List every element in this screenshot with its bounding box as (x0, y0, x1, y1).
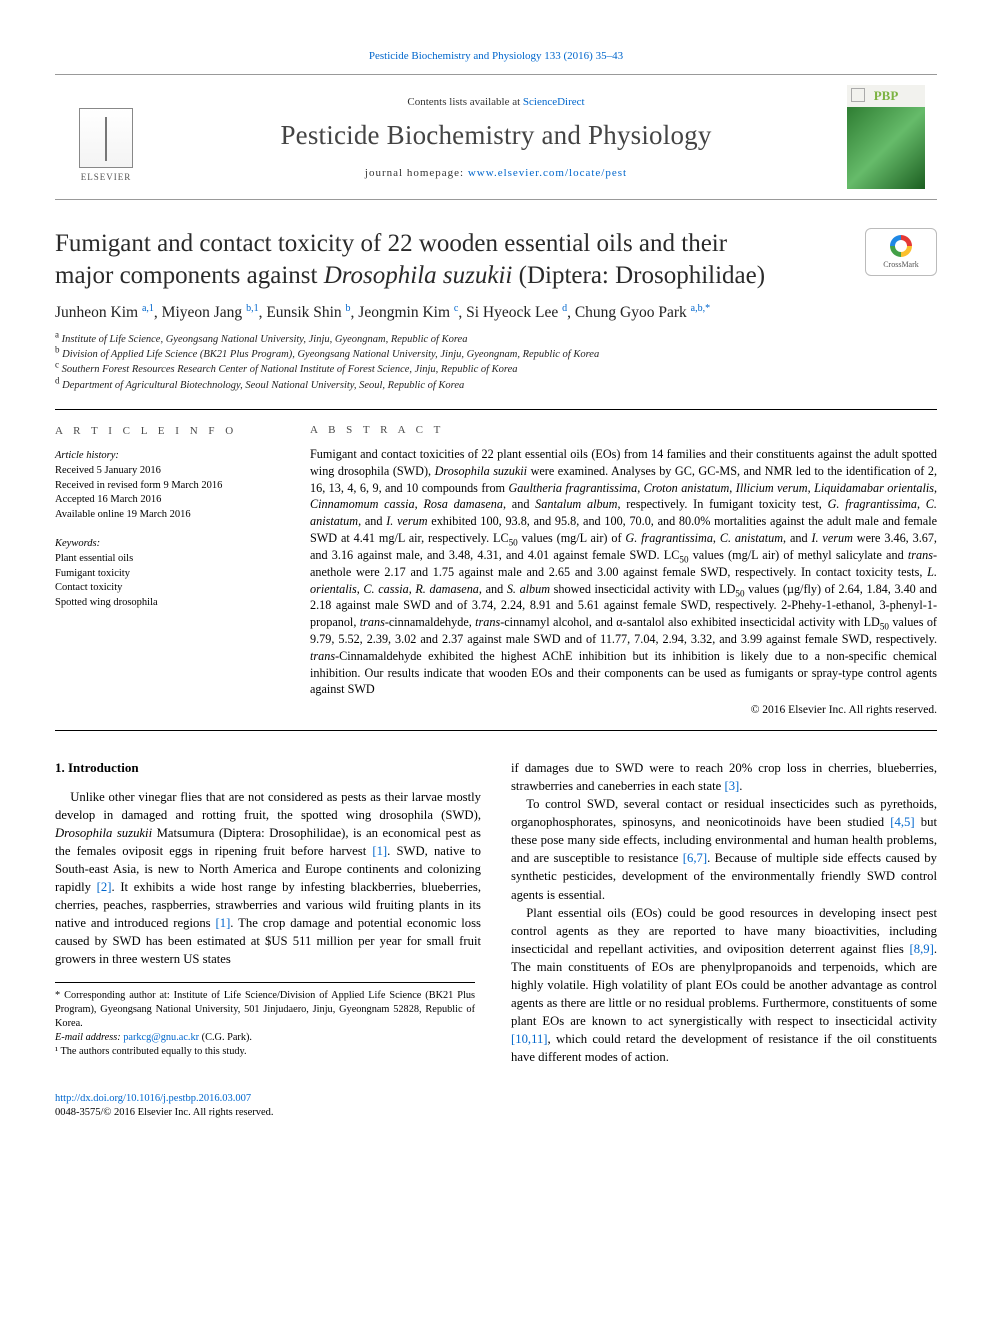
authors-line: Junheon Kim a,1, Miyeon Jang b,1, Eunsik… (55, 304, 937, 322)
doi-link[interactable]: http://dx.doi.org/10.1016/j.pestbp.2016.… (55, 1093, 251, 1104)
cover-mini-icon (851, 88, 865, 102)
title-line1: Fumigant and contact toxicity of 22 wood… (55, 230, 727, 257)
abstract-body: Fumigant and contact toxicities of 22 pl… (310, 446, 937, 698)
journal-acronym: PBP (874, 88, 899, 104)
contents-line: Contents lists available at ScienceDirec… (155, 96, 837, 108)
crossmark-badge[interactable]: CrossMark (865, 228, 937, 276)
history-online: Available online 19 March 2016 (55, 508, 280, 523)
journal-home-pre: journal homepage: (365, 167, 468, 179)
journal-homepage-link[interactable]: www.elsevier.com/locate/pest (468, 167, 627, 179)
article-info: A R T I C L E I N F O Article history: R… (55, 424, 280, 716)
journal-cover-image (847, 107, 925, 189)
affiliations: a Institute of Life Science, Gyeongsang … (55, 332, 937, 393)
article-title: Fumigant and contact toxicity of 22 wood… (55, 228, 765, 292)
intro-p2: if damages due to SWD were to reach 20% … (511, 759, 937, 795)
intro-p4: Plant essential oils (EOs) could be good… (511, 904, 937, 1066)
issn-line: 0048-3575/© 2016 Elsevier Inc. All right… (55, 1107, 274, 1118)
history-label: Article history: (55, 449, 280, 464)
abstract-label: A B S T R A C T (310, 424, 937, 436)
email-label: E-mail address: (55, 1032, 123, 1043)
email-post: (C.G. Park). (199, 1032, 252, 1043)
email-link[interactable]: parkcg@gnu.ac.kr (123, 1032, 199, 1043)
abstract: A B S T R A C T Fumigant and contact tox… (310, 424, 937, 716)
affiliation-item: a Institute of Life Science, Gyeongsang … (55, 332, 937, 347)
affiliation-item: d Department of Agricultural Biotechnolo… (55, 378, 937, 393)
elsevier-tree-icon (79, 108, 133, 168)
crossmark-icon (890, 235, 912, 257)
sciencedirect-link[interactable]: ScienceDirect (523, 96, 585, 108)
elsevier-label: ELSEVIER (81, 172, 132, 182)
top-citation: Pesticide Biochemistry and Physiology 13… (55, 50, 937, 62)
top-citation-link[interactable]: Pesticide Biochemistry and Physiology 13… (369, 50, 623, 62)
history-received: Received 5 January 2016 (55, 464, 280, 479)
corresponding-author: * Corresponding author at: Institute of … (55, 989, 475, 1031)
intro-p3: To control SWD, several contact or resid… (511, 795, 937, 903)
keyword-item: Fumigant toxicity (55, 567, 280, 582)
rule-bottom (55, 730, 937, 731)
journal-cover: PBP (847, 85, 925, 189)
title-line2-post: (Diptera: Drosophilidae) (512, 262, 765, 289)
title-line2-pre: major components against (55, 262, 324, 289)
footnotes: * Corresponding author at: Institute of … (55, 982, 475, 1058)
contents-pre: Contents lists available at (407, 96, 522, 108)
footer: http://dx.doi.org/10.1016/j.pestbp.2016.… (55, 1092, 937, 1120)
journal-homepage: journal homepage: www.elsevier.com/locat… (155, 167, 837, 179)
title-species: Drosophila suzukii (324, 262, 513, 289)
keyword-item: Plant essential oils (55, 552, 280, 567)
keywords-label: Keywords: (55, 537, 280, 552)
affiliation-item: c Southern Forest Resources Research Cen… (55, 362, 937, 377)
article-info-label: A R T I C L E I N F O (55, 424, 280, 439)
intro-p1: Unlike other vinegar flies that are not … (55, 788, 481, 968)
journal-header: ELSEVIER Contents lists available at Sci… (55, 74, 937, 200)
abstract-copyright: © 2016 Elsevier Inc. All rights reserved… (310, 704, 937, 716)
intro-heading: 1. Introduction (55, 759, 481, 777)
history-revised: Received in revised form 9 March 2016 (55, 479, 280, 494)
corresponding-email: E-mail address: parkcg@gnu.ac.kr (C.G. P… (55, 1031, 475, 1045)
keyword-item: Contact toxicity (55, 581, 280, 596)
history-accepted: Accepted 16 March 2016 (55, 493, 280, 508)
body-text: 1. Introduction Unlike other vinegar fli… (55, 759, 937, 1066)
affiliation-item: b Division of Applied Life Science (BK21… (55, 347, 937, 362)
equal-contrib: ¹ The authors contributed equally to thi… (55, 1045, 475, 1059)
crossmark-label: CrossMark (883, 260, 919, 269)
keyword-item: Spotted wing drosophila (55, 596, 280, 611)
journal-name: Pesticide Biochemistry and Physiology (155, 120, 837, 151)
elsevier-logo: ELSEVIER (67, 92, 145, 182)
header-center: Contents lists available at ScienceDirec… (145, 96, 847, 179)
journal-cover-top: PBP (847, 85, 925, 107)
